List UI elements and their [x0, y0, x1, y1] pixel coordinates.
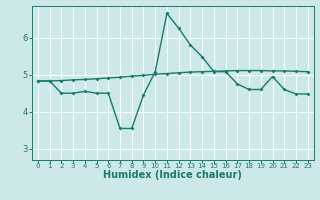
X-axis label: Humidex (Indice chaleur): Humidex (Indice chaleur)	[103, 170, 242, 180]
